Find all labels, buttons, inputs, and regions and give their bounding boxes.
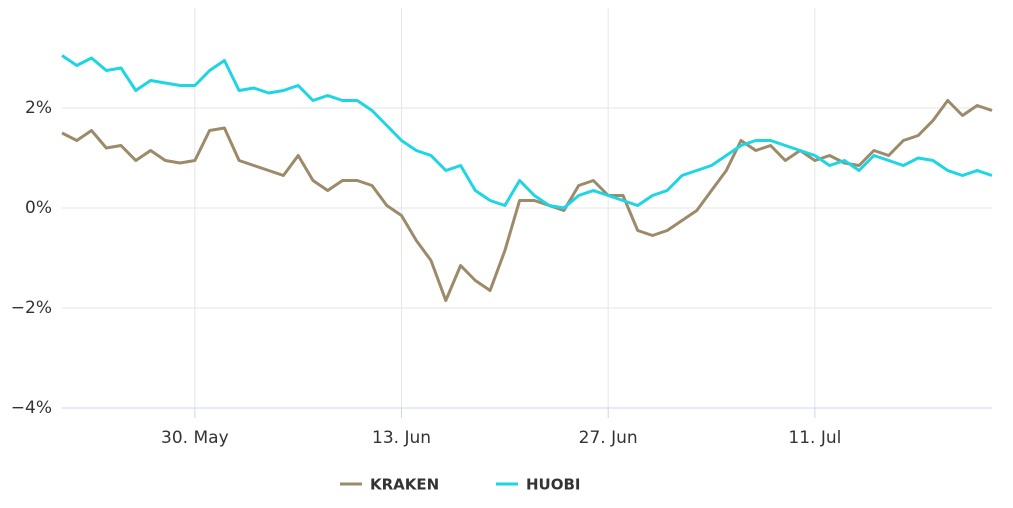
y-tick-label: −4%: [11, 398, 52, 418]
y-tick-label: −2%: [11, 298, 52, 318]
y-tick-label: 2%: [25, 98, 52, 118]
legend-label: HUOBI: [526, 476, 581, 494]
legend-label: KRAKEN: [370, 476, 439, 494]
series-line: [61, 99, 993, 302]
series-line: [61, 54, 993, 210]
y-tick-label: 0%: [25, 198, 52, 218]
x-tick-label: 30. May: [161, 428, 229, 448]
x-tick-label: 11. Jul: [788, 428, 841, 448]
x-tick-label: 13. Jun: [372, 428, 431, 448]
x-tick-label: 27. Jun: [579, 428, 638, 448]
